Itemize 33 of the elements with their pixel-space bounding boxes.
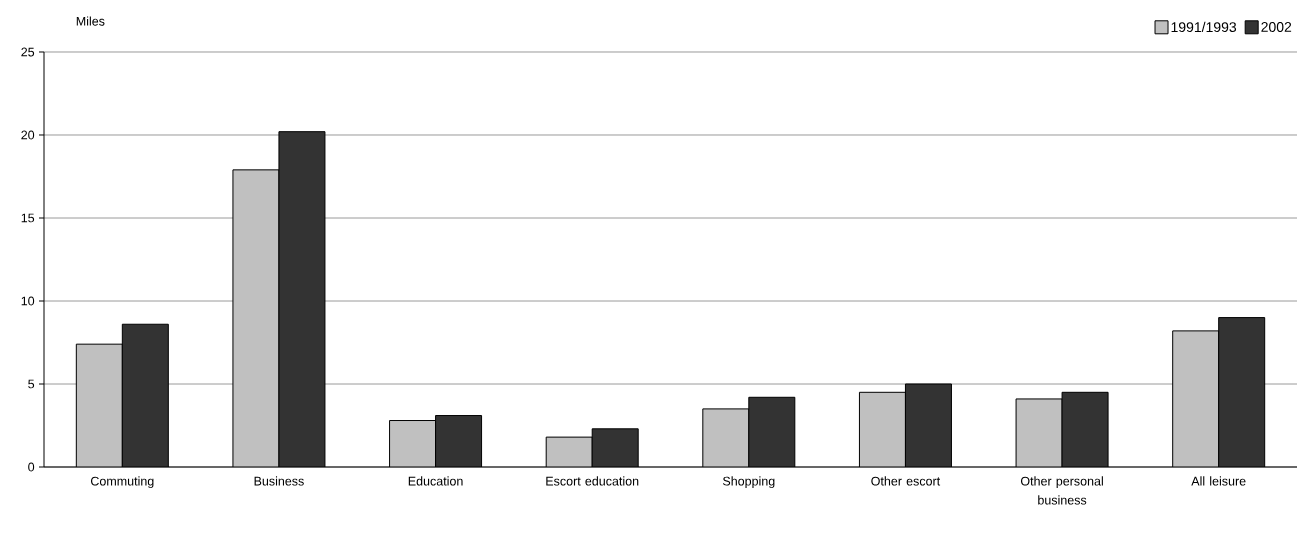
y-tick-label: 5: [28, 379, 35, 389]
y-tick-label: 25: [21, 47, 35, 57]
x-tick-label: Other escort: [871, 476, 941, 486]
bar: [122, 324, 169, 467]
bar: [1172, 330, 1220, 467]
bar: [278, 131, 325, 467]
bar: [748, 397, 795, 467]
bar: [546, 437, 593, 467]
x-tick-label: Education: [408, 476, 463, 486]
bar: [389, 420, 436, 467]
y-tick-label: 10: [21, 296, 35, 306]
y-tick-label: 0: [28, 462, 35, 472]
bar: [859, 392, 906, 467]
y-tick-label: 20: [21, 130, 35, 140]
legend-label: 1991/1993: [1171, 21, 1237, 33]
bar: [702, 408, 749, 467]
x-tick-label: Shopping: [722, 476, 775, 489]
x-tick-label: Commuting: [91, 476, 154, 489]
x-tick-label: Escort education: [546, 476, 639, 486]
bar: [905, 384, 952, 467]
y-tick-label: 15: [21, 213, 35, 223]
legend-label: 2002: [1261, 21, 1292, 32]
bar: [435, 415, 482, 467]
bar: [592, 428, 639, 467]
bar: [1016, 398, 1063, 467]
bar: [76, 344, 123, 467]
x-tick-label: All leisure: [1191, 476, 1246, 486]
bar: [1218, 317, 1266, 467]
bar: [232, 169, 279, 467]
y-axis-title: Miles: [76, 16, 105, 26]
x-tick-label: Other personal business: [1020, 476, 1103, 505]
bar: [1062, 392, 1109, 467]
x-tick-label: Business: [254, 476, 304, 486]
